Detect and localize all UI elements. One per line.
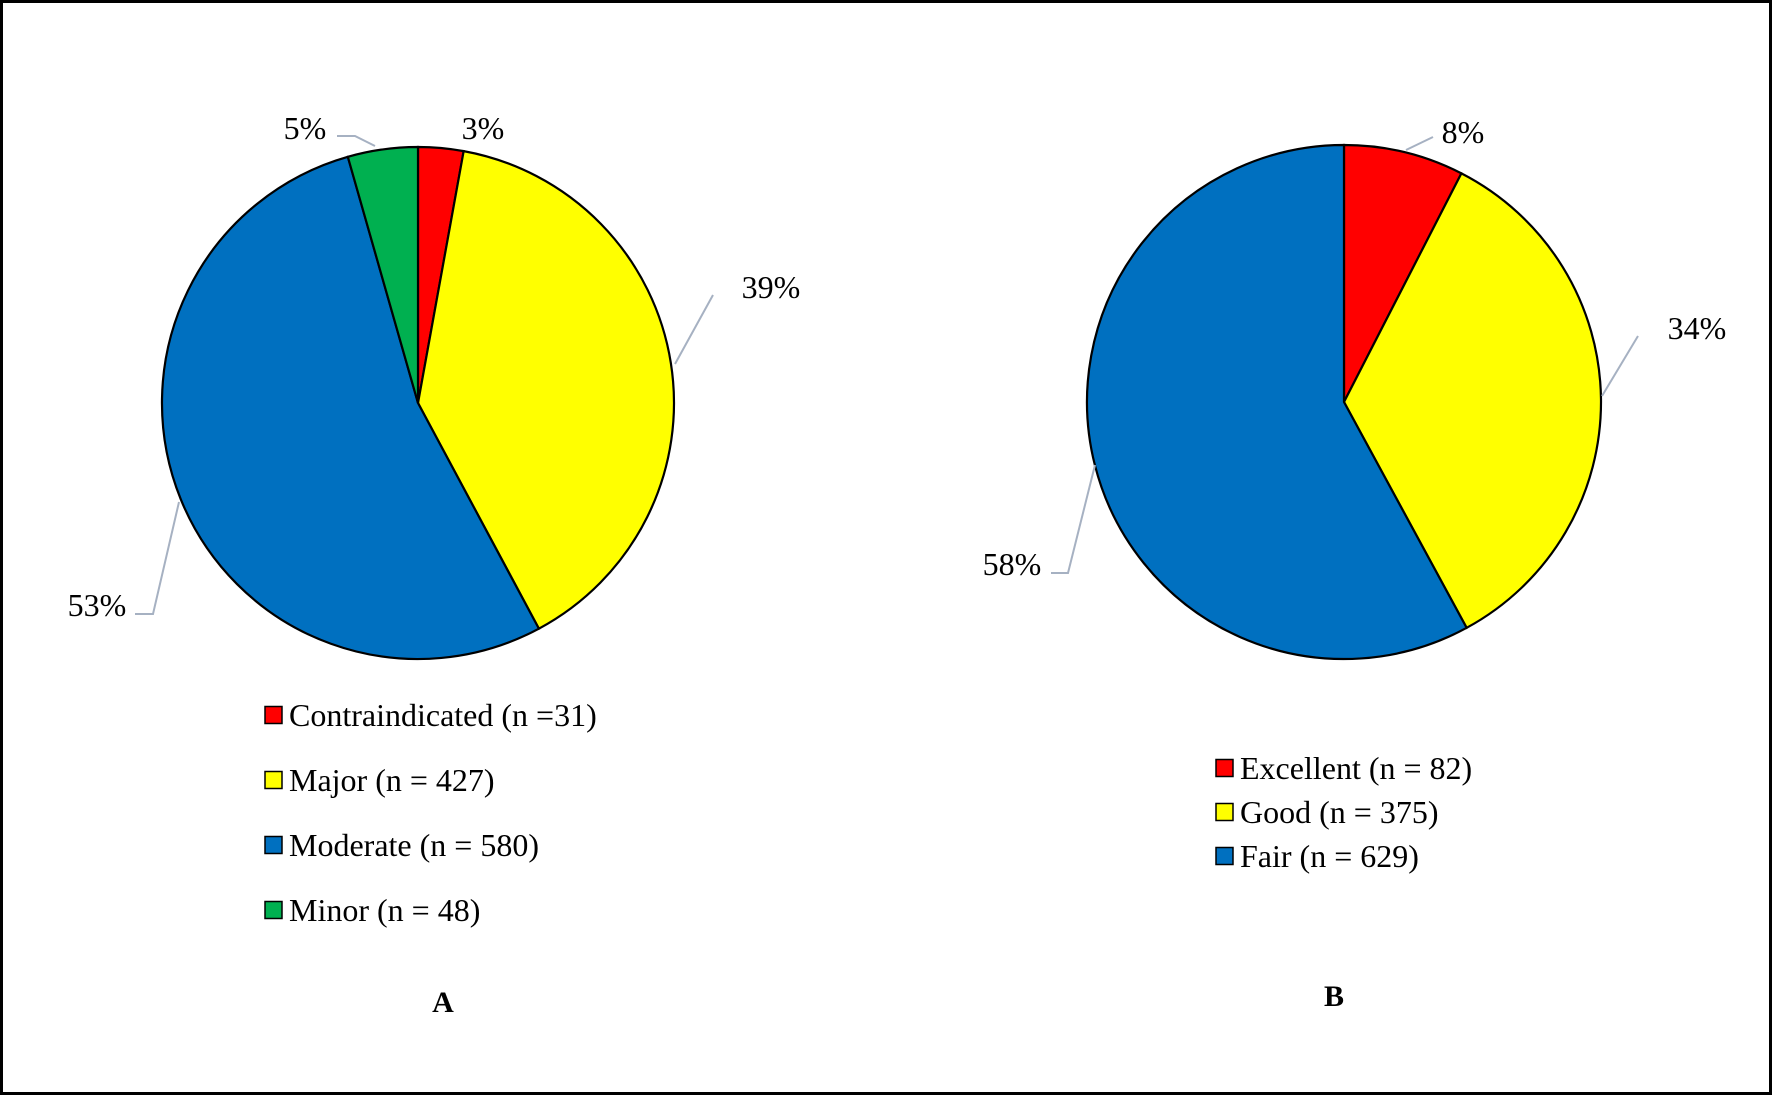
legend-label-good: Good (n = 375)	[1240, 794, 1438, 830]
legend-label-minor: Minor (n = 48)	[289, 892, 480, 928]
pie-slice-minor	[346, 145, 420, 404]
pie-chart-a: 3% 39% 53% 5%	[68, 110, 801, 661]
leader-line-fair	[1051, 464, 1096, 574]
panel-label-b: B	[1324, 980, 1344, 1013]
leader-line-good	[1601, 335, 1639, 397]
figure-canvas: 3% 39% 53% 5% Contraindicated (n =31) Major (…	[68, 110, 1727, 1019]
legend-swatch-contraindicated	[264, 705, 283, 725]
legend-swatch-fair	[1215, 846, 1234, 866]
legend-swatch-major	[264, 770, 283, 790]
legend-label-contraindicated: Contraindicated (n =31)	[289, 697, 597, 733]
pie-chart-b: 8% 34% 58%	[983, 114, 1727, 661]
pie-slice-moderate	[160, 155, 541, 661]
data-label-fair: 58%	[983, 546, 1042, 582]
legend-swatch-moderate	[264, 835, 283, 855]
leader-line-moderate	[135, 501, 180, 615]
data-label-minor: 5%	[284, 110, 327, 146]
data-label-excellent: 8%	[1442, 114, 1485, 150]
data-label-contraindicated: 3%	[462, 110, 505, 146]
legend-swatch-good	[1215, 802, 1234, 822]
legend-a: Contraindicated (n =31) Major (n = 427) Mo…	[264, 697, 597, 928]
legend-swatch-minor	[264, 900, 283, 920]
panel-label-a: A	[432, 986, 454, 1019]
legend-label-moderate: Moderate (n = 580)	[289, 827, 539, 863]
pie-slice-excellent	[1342, 143, 1463, 403]
pie-slice-good	[1342, 171, 1603, 630]
data-label-moderate: 53%	[68, 587, 127, 623]
pie-slice-major	[416, 149, 676, 631]
leader-line-minor	[337, 135, 376, 147]
legend-b: Excellent (n = 82) Good (n = 375) Fair (n …	[1215, 750, 1472, 874]
legend-label-major: Major (n = 427)	[289, 762, 495, 798]
legend-swatch-excellent	[1215, 758, 1234, 778]
legend-label-excellent: Excellent (n = 82)	[1240, 750, 1472, 786]
leader-line-major	[674, 294, 714, 365]
leader-line-excellent	[1405, 136, 1434, 151]
data-label-major: 39%	[742, 269, 801, 305]
data-label-good: 34%	[1668, 310, 1727, 346]
legend-label-fair: Fair (n = 629)	[1240, 838, 1419, 874]
